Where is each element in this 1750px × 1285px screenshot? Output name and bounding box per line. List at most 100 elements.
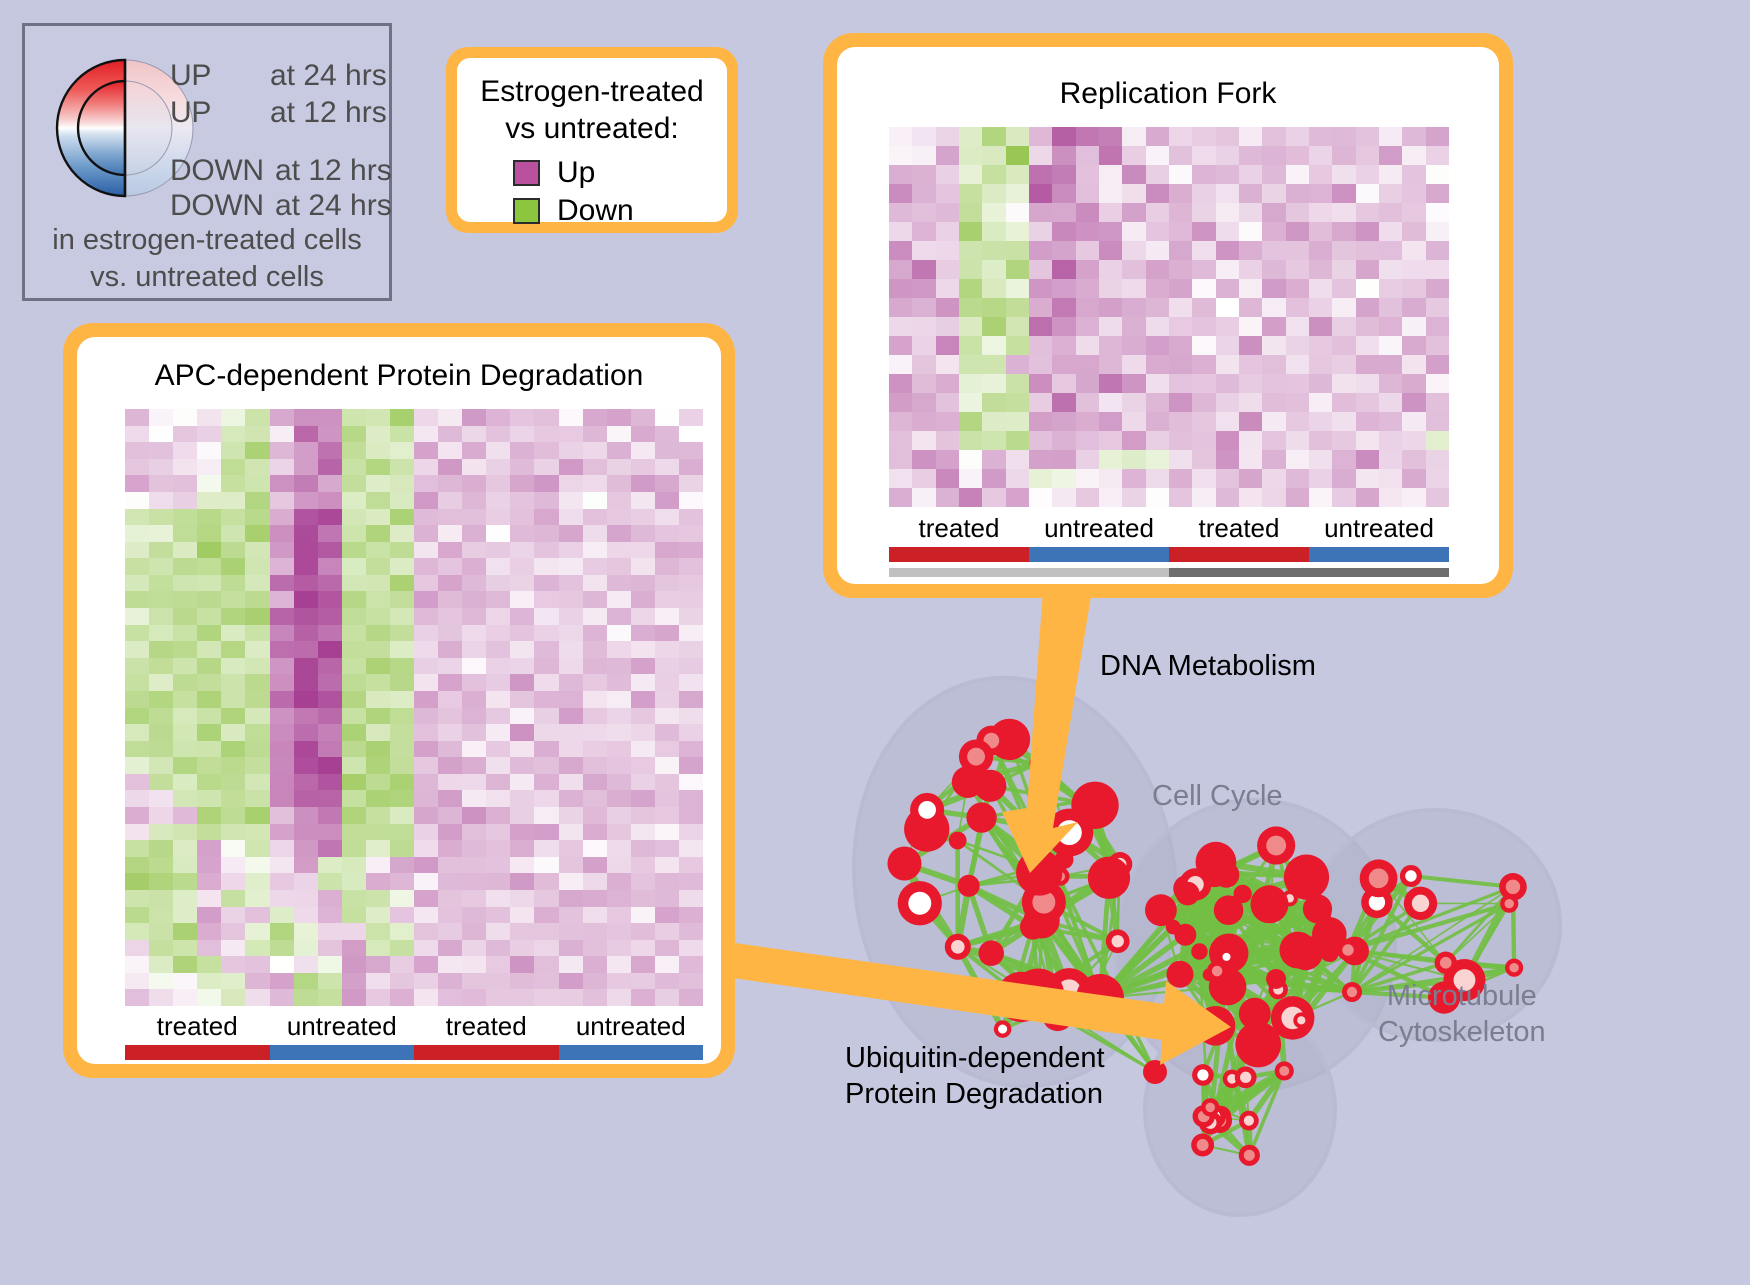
heatmap-cell xyxy=(462,923,486,940)
heatmap-cell xyxy=(366,575,390,592)
heatmap-cell xyxy=(1029,165,1052,184)
heatmap-cell xyxy=(655,774,679,791)
heatmap-cell xyxy=(1052,393,1075,412)
heatmap-cell xyxy=(342,691,366,708)
heatmap-cell xyxy=(390,658,414,675)
heatmap-cell xyxy=(173,608,197,625)
heatmap-cell xyxy=(125,790,149,807)
heatmap-cell xyxy=(559,873,583,890)
heatmap-cell xyxy=(889,203,912,222)
heatmap-cell xyxy=(1146,336,1169,355)
heatmap-cell xyxy=(936,317,959,336)
heatmap-cell xyxy=(679,691,703,708)
heatmap-cell xyxy=(1099,431,1122,450)
heatmap-cell xyxy=(294,708,318,725)
heatmap-cell xyxy=(583,459,607,476)
heatmap-cell xyxy=(679,625,703,642)
heatmap-cell xyxy=(318,923,342,940)
heatmap-cell xyxy=(583,973,607,990)
heatmap-cell xyxy=(342,558,366,575)
heatmap-cell xyxy=(318,989,342,1006)
heatmap-cell xyxy=(149,442,173,459)
heatmap-cell xyxy=(1262,488,1285,507)
heatmap-cell xyxy=(462,475,486,492)
heatmap-cell xyxy=(1286,317,1309,336)
heatmap-cell xyxy=(173,658,197,675)
heatmap-cell xyxy=(1076,317,1099,336)
heatmap-cell xyxy=(510,525,534,542)
heatmap-cell xyxy=(462,509,486,526)
heatmap-cell xyxy=(1146,127,1169,146)
heatmap-cell xyxy=(510,509,534,526)
heatmap-cell xyxy=(534,824,558,841)
heatmap-cell xyxy=(342,807,366,824)
heatmap-cell xyxy=(959,355,982,374)
heatmap-cell xyxy=(173,873,197,890)
heatmap-cell xyxy=(294,989,318,1006)
heatmap-cell xyxy=(221,923,245,940)
heatmap-cell xyxy=(583,774,607,791)
panel-replication-fork: Replication Fork treated untreated treat… xyxy=(823,33,1513,598)
heatmap-cell xyxy=(1239,412,1262,431)
heatmap-cell xyxy=(1216,469,1239,488)
heatmap-cell xyxy=(982,412,1005,431)
heatmap-cell xyxy=(583,790,607,807)
heatmap-cell xyxy=(318,940,342,957)
heatmap-cell xyxy=(679,824,703,841)
heatmap-cell xyxy=(414,542,438,559)
heatmap-cell xyxy=(1332,279,1355,298)
heatmap-cell xyxy=(1262,260,1285,279)
replication-fork-title: Replication Fork xyxy=(837,77,1499,111)
heatmap-cell xyxy=(1029,469,1052,488)
heatmap-cell xyxy=(607,625,631,642)
heatmap-cell xyxy=(607,575,631,592)
heatmap-cell xyxy=(438,409,462,426)
heatmap-cell xyxy=(390,907,414,924)
heatmap-cell xyxy=(1332,336,1355,355)
heatmap-cell xyxy=(1286,412,1309,431)
apc-heatmap xyxy=(125,409,703,1006)
network-node xyxy=(1191,943,1208,960)
heatmap-cell xyxy=(149,741,173,758)
heatmap-cell xyxy=(607,824,631,841)
heatmap-cell xyxy=(912,355,935,374)
heatmap-cell xyxy=(959,222,982,241)
heatmap-cell xyxy=(655,575,679,592)
heatmap-cell xyxy=(1052,127,1075,146)
heatmap-cell xyxy=(245,890,269,907)
heatmap-cell xyxy=(1076,355,1099,374)
heatmap-cell xyxy=(486,873,510,890)
heatmap-cell xyxy=(679,591,703,608)
heatmap-cell xyxy=(534,774,558,791)
heatmap-cell xyxy=(270,509,294,526)
heatmap-cell xyxy=(221,542,245,559)
scale-row-2-time: at 12 hrs xyxy=(275,154,392,188)
heatmap-cell xyxy=(1216,127,1239,146)
heatmap-cell xyxy=(486,575,510,592)
heatmap-cell xyxy=(366,774,390,791)
heatmap-cell xyxy=(270,542,294,559)
network-node-core xyxy=(918,801,936,819)
heatmap-cell xyxy=(318,558,342,575)
heatmap-cell xyxy=(245,409,269,426)
heatmap-cell xyxy=(366,625,390,642)
heatmap-cell xyxy=(1122,146,1145,165)
scale-row-1-time: at 12 hrs xyxy=(270,96,387,130)
heatmap-cell xyxy=(655,608,679,625)
heatmap-cell xyxy=(655,426,679,443)
heatmap-cell xyxy=(631,492,655,509)
heatmap-cell xyxy=(294,940,318,957)
heatmap-cell xyxy=(318,757,342,774)
heatmap-cell xyxy=(679,940,703,957)
heatmap-cell xyxy=(366,989,390,1006)
heatmap-cell xyxy=(959,146,982,165)
heatmap-cell xyxy=(936,279,959,298)
heatmap-cell xyxy=(173,840,197,857)
heatmap-cell xyxy=(631,873,655,890)
heatmap-cell xyxy=(1262,146,1285,165)
heatmap-cell xyxy=(318,475,342,492)
heatmap-cell xyxy=(631,426,655,443)
heatmap-cell xyxy=(1402,317,1425,336)
heatmap-cell xyxy=(534,973,558,990)
heatmap-cell xyxy=(510,492,534,509)
